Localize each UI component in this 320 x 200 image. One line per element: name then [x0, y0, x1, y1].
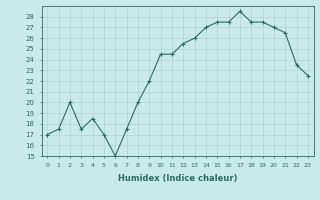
X-axis label: Humidex (Indice chaleur): Humidex (Indice chaleur): [118, 174, 237, 183]
